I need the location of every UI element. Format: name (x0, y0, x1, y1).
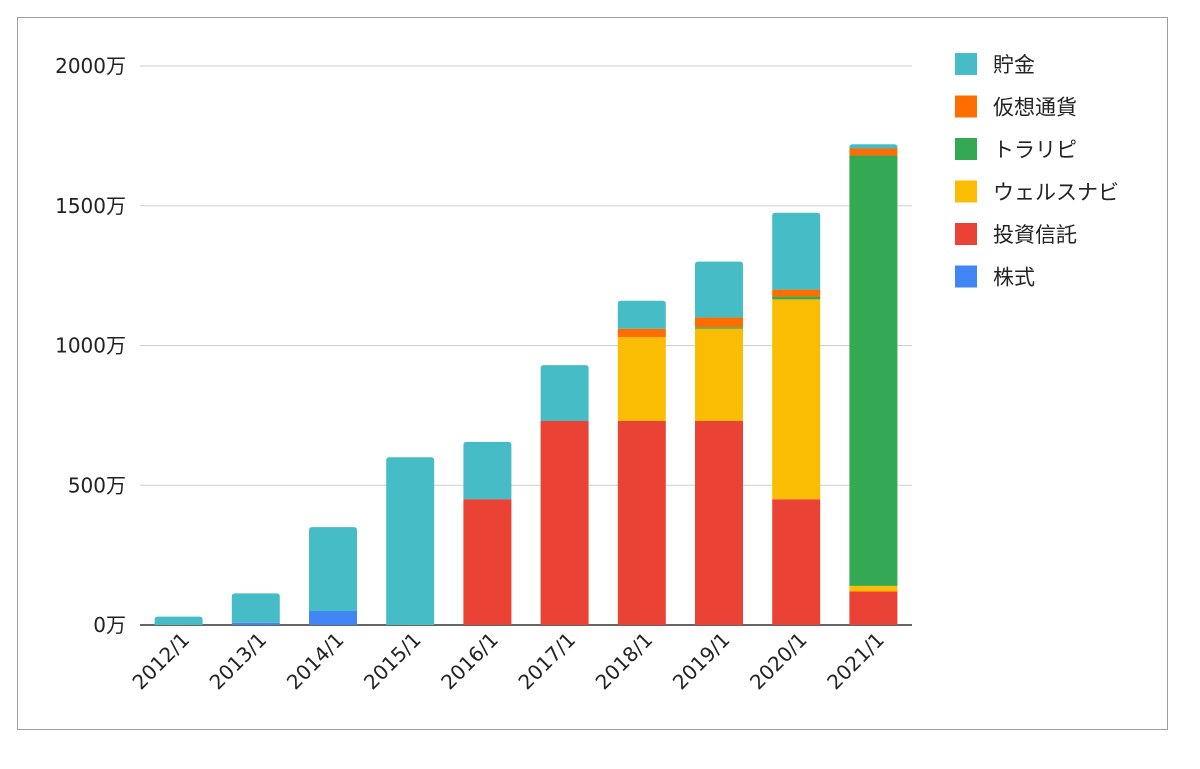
x-tick-label: 2015/1 (359, 628, 426, 695)
bar-segment (617, 337, 666, 421)
legend-swatch (955, 223, 977, 245)
bar-segment (463, 499, 512, 625)
bar-segment (309, 611, 357, 625)
bar-segment (849, 585, 898, 592)
legend-swatch (955, 53, 977, 75)
legend-swatch (955, 138, 977, 160)
bar-segment (309, 527, 357, 612)
legend-swatch (955, 180, 977, 203)
bar-segment (231, 622, 280, 625)
bar-segment (617, 420, 666, 625)
y-tick-label: 500万 (68, 473, 126, 497)
legend-label: トラリピ (993, 138, 1077, 162)
bar-segment (695, 261, 743, 318)
x-tick-label: 2020/1 (745, 628, 812, 695)
bar-segment (772, 499, 821, 625)
legend-label: ウェルスナビ (993, 181, 1119, 205)
y-tick-label: 2000万 (55, 54, 126, 78)
bar-segment (386, 457, 435, 625)
bar-segment (772, 212, 821, 290)
bar-segment (695, 327, 743, 329)
x-tick-label: 2014/1 (282, 628, 349, 695)
bar-segment (849, 591, 898, 625)
legend-label: 株式 (993, 266, 1035, 290)
x-axis-ticks: 2012/1 2013/1 2014/1 2015/1 2016/1 2017/1 2018… (127, 628, 889, 695)
y-tick-label: 1000万 (55, 334, 126, 358)
bar-segment (849, 148, 898, 156)
x-tick-label: 2016/1 (436, 628, 503, 695)
x-tick-label: 2017/1 (513, 628, 580, 695)
legend-swatch (955, 95, 977, 118)
bar-segment (463, 441, 512, 500)
legend-label: 仮想通貨 (993, 96, 1077, 120)
legend-swatch (955, 265, 977, 288)
x-tick-label: 2021/1 (822, 628, 889, 695)
legend-label: 貯金 (993, 53, 1035, 77)
bar-segment (617, 300, 666, 329)
bar-segment (617, 328, 666, 338)
y-tick-label: 1500万 (55, 194, 126, 218)
bars (154, 144, 898, 625)
chart-frame (17, 17, 1168, 730)
bar-segment (540, 365, 589, 421)
bar-segment (772, 296, 821, 300)
bar-segment (695, 328, 743, 421)
x-tick-label: 2013/1 (205, 628, 272, 695)
x-tick-label: 2019/1 (668, 628, 735, 695)
bar-segment (695, 420, 743, 625)
bar-segment (772, 299, 821, 500)
bar-segment (849, 144, 898, 149)
bar-segment (772, 289, 821, 297)
bar-segment (540, 420, 589, 625)
y-tick-label: 0万 (93, 613, 126, 637)
bar-segment (231, 593, 280, 623)
y-axis-ticks: 0万 500万 1000万 1500万 2000万 (55, 54, 126, 637)
x-tick-label: 2012/1 (127, 628, 194, 695)
bar-segment (154, 616, 203, 625)
legend-label: 投資信託 (993, 223, 1077, 247)
bar-segment (849, 155, 898, 586)
x-tick-label: 2018/1 (591, 628, 658, 695)
bar-segment (695, 317, 743, 328)
